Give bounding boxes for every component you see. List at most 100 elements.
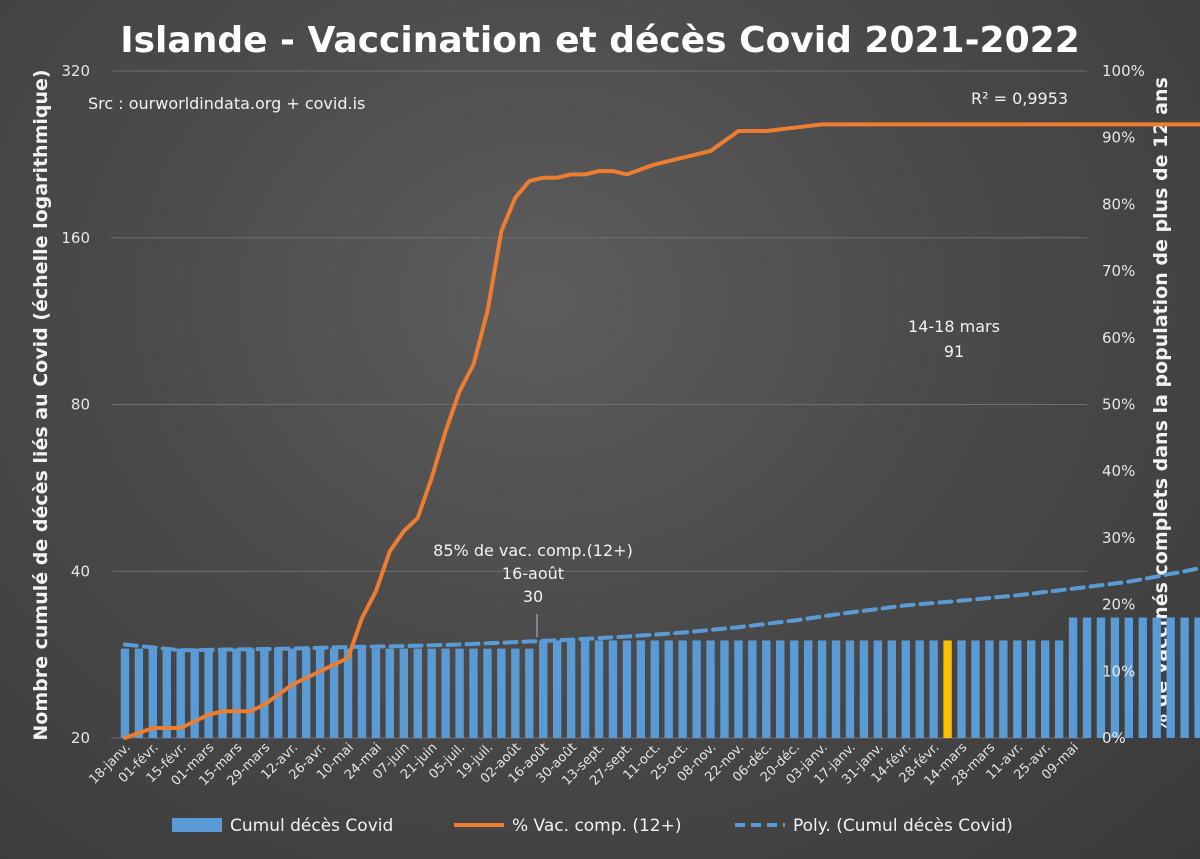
bar xyxy=(441,648,450,738)
bar xyxy=(762,640,771,738)
bar xyxy=(566,640,576,738)
bar xyxy=(650,640,659,738)
bar xyxy=(594,640,604,738)
y-axis-right-title: % de vaccinés complets dans la populatio… xyxy=(1150,77,1172,733)
bar xyxy=(1096,617,1106,738)
bar xyxy=(845,640,855,738)
bar xyxy=(1040,640,1050,738)
legend-trend-label: Poly. (Cumul décès Covid) xyxy=(793,816,1013,836)
source-note: Src : ourworldindata.org + covid.is xyxy=(88,94,365,113)
chart-title: Islande - Vaccination et décès Covid 202… xyxy=(120,20,1080,61)
annotation-vaccination-text: 85% de vac. comp.(12+) xyxy=(433,541,633,560)
bar xyxy=(664,640,673,738)
bar xyxy=(999,640,1008,738)
bar xyxy=(692,640,701,738)
legend-line-label: % Vac. comp. (12+) xyxy=(512,816,682,836)
trendline xyxy=(122,565,1200,653)
vaccination-line-series xyxy=(122,122,1200,740)
y-tick-right: 0% xyxy=(1102,729,1126,747)
bar xyxy=(929,640,938,738)
bar xyxy=(371,648,381,738)
bar xyxy=(232,648,241,738)
bar-series xyxy=(120,617,1200,738)
bar xyxy=(385,648,395,738)
annotation-mars-text: 14-18 mars xyxy=(908,317,1000,336)
bar xyxy=(413,648,422,738)
bar xyxy=(246,648,255,738)
y-tick-right: 90% xyxy=(1102,129,1135,147)
bar xyxy=(1082,617,1092,738)
trendline-series xyxy=(122,565,1200,653)
bar xyxy=(817,640,827,738)
bar xyxy=(790,640,799,738)
bar xyxy=(399,648,408,738)
bar xyxy=(734,640,743,738)
bar xyxy=(218,648,227,738)
legend: Cumul décès Covid % Vac. comp. (12+) Poly.… xyxy=(172,816,1013,836)
y-axis-right-ticks: 0% 10% 20% 30% 40% 50% 60% 70% 80% 90% 100% xyxy=(1102,62,1145,747)
bar xyxy=(1124,617,1134,738)
bar xyxy=(539,640,548,738)
bar xyxy=(288,648,297,738)
bar xyxy=(887,640,896,738)
bar xyxy=(622,640,632,738)
y-tick-left: 20 xyxy=(71,729,90,747)
vaccination-line xyxy=(122,122,1200,740)
bar xyxy=(915,640,924,738)
bar xyxy=(511,648,520,738)
bar xyxy=(469,648,478,738)
y-tick-right: 30% xyxy=(1102,529,1135,547)
bar xyxy=(302,648,311,738)
bar xyxy=(552,640,562,738)
bar xyxy=(1194,617,1200,738)
bar xyxy=(803,640,813,738)
bar xyxy=(483,648,492,738)
bar xyxy=(636,640,646,738)
y-tick-right: 50% xyxy=(1102,396,1135,414)
y-tick-right: 70% xyxy=(1102,262,1135,280)
bar xyxy=(1138,617,1147,738)
bar xyxy=(678,640,687,738)
bar xyxy=(720,640,729,738)
y-tick-right: 20% xyxy=(1102,596,1135,614)
bar xyxy=(608,640,618,738)
bar xyxy=(176,648,185,738)
bar xyxy=(971,640,980,738)
legend-bar-label: Cumul décès Covid xyxy=(230,816,393,836)
bar xyxy=(315,648,325,738)
bar xyxy=(859,640,869,738)
bar xyxy=(748,640,757,738)
bar xyxy=(873,640,883,738)
bar xyxy=(357,648,367,738)
bar xyxy=(957,640,966,738)
bar xyxy=(1068,617,1078,738)
y-tick-left: 320 xyxy=(61,62,90,80)
y-tick-right: 10% xyxy=(1102,662,1135,680)
annotation-mars-text: 91 xyxy=(944,342,964,361)
bar xyxy=(985,640,994,738)
bar xyxy=(525,648,534,738)
y-tick-left: 80 xyxy=(71,396,90,414)
bar xyxy=(1166,617,1175,738)
bar xyxy=(497,648,506,738)
bar xyxy=(148,648,158,738)
bar xyxy=(706,640,715,738)
x-axis-ticks: 18-janv.01-févr.15-févr.01-mars15-mars29… xyxy=(86,740,1081,789)
bar xyxy=(901,640,910,738)
bar xyxy=(580,640,590,738)
bar xyxy=(329,648,339,738)
annotations: 85% de vac. comp.(12+) 16-août 30 14-18 mar… xyxy=(433,317,1000,637)
bar xyxy=(427,648,436,738)
bar xyxy=(1152,617,1161,738)
bar xyxy=(162,648,171,738)
y-tick-right: 100% xyxy=(1102,62,1145,80)
bar xyxy=(120,648,130,738)
annotation-vaccination-text: 30 xyxy=(523,587,543,606)
bar xyxy=(204,648,213,738)
legend-bar-swatch xyxy=(172,818,222,832)
r2-label: R² = 0,9953 xyxy=(971,89,1068,108)
bar xyxy=(943,640,952,738)
annotation-vaccination-text: 16-août xyxy=(502,564,564,583)
y-tick-right: 40% xyxy=(1102,462,1135,480)
